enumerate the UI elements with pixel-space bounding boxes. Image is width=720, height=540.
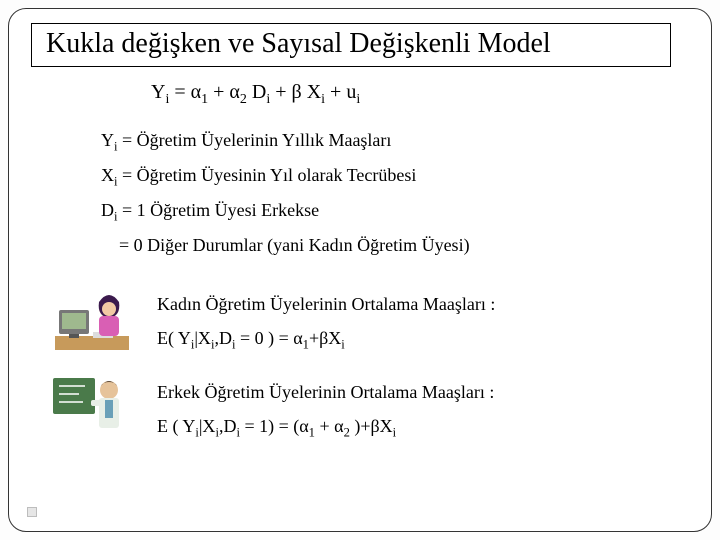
m-m2: ,D: [219, 416, 237, 436]
def-y-sym: Y: [101, 130, 114, 150]
f-cond: = 0 ) = α: [235, 328, 302, 348]
def-d: Di = 1 Öğretim Üyesi Erkekse: [101, 194, 689, 229]
eq-u-sub: i: [356, 92, 360, 107]
eq-x-sub: i: [321, 92, 325, 107]
f-pre: E( Y: [157, 328, 191, 348]
def-d0: = 0 Diğer Durumlar (yani Kadın Öğretim Ü…: [101, 229, 689, 262]
female-expectation: E( Yi|Xi,Di = 0 ) = α1+βXi: [157, 321, 495, 358]
model-equation: Yi = α1 + α2 Di + β Xi + ui: [151, 81, 689, 108]
eq-d-sub: i: [266, 92, 270, 107]
f-plus: +βX: [309, 328, 341, 348]
f-m1: |X: [194, 328, 211, 348]
title-box: Kukla değişken ve Sayısal Değişkenli Mod…: [31, 23, 671, 67]
def-x-text: = Öğretim Üyesinin Yıl olarak Tecrübesi: [118, 165, 417, 185]
eq-d: D: [252, 81, 266, 103]
def-d-text: = 1 Öğretim Üyesi Erkekse: [118, 200, 320, 220]
slide-frame: Kukla değişken ve Sayısal Değişkenli Mod…: [8, 8, 712, 532]
m-p2: )+βX: [350, 416, 393, 436]
def-d-sym: D: [101, 200, 114, 220]
eq-y: Y: [151, 81, 165, 103]
eq-u: u: [346, 81, 356, 103]
eq-a2-sub: 2: [240, 92, 247, 107]
eq-a2: α: [229, 81, 239, 103]
def-x-sym: X: [101, 165, 114, 185]
corner-decor-icon: [27, 507, 37, 517]
eq-x: X: [307, 81, 321, 103]
eq-b: β: [292, 81, 302, 103]
m-cond: = 1) = (α: [240, 416, 309, 436]
eq-a1-sub: 1: [201, 92, 208, 107]
male-expectation: E ( Yi|Xi,Di = 1) = (α1 + α2 )+βXi: [157, 409, 494, 446]
m-p1: + α: [315, 416, 344, 436]
male-text: Erkek Öğretim Üyelerinin Ortalama Maaşla…: [157, 375, 494, 446]
eq-y-sub: i: [165, 92, 169, 107]
def-y-text: = Öğretim Üyelerinin Yıllık Maaşları: [118, 130, 392, 150]
female-section: Kadın Öğretim Üyelerinin Ortalama Maaşla…: [49, 282, 689, 362]
male-heading: Erkek Öğretim Üyelerinin Ortalama Maaşla…: [157, 375, 494, 409]
female-text: Kadın Öğretim Üyelerinin Ortalama Maaşla…: [157, 287, 495, 358]
m-m1: |X: [199, 416, 216, 436]
def-y: Yi = Öğretim Üyelerinin Yıllık Maaşları: [101, 124, 689, 159]
f-s5: i: [341, 337, 345, 351]
m-pre: E ( Y: [157, 416, 195, 436]
female-heading: Kadın Öğretim Üyelerinin Ortalama Maaşla…: [157, 287, 495, 321]
variable-definitions: Yi = Öğretim Üyelerinin Yıllık Maaşları …: [101, 124, 689, 262]
man-board-icon: [49, 370, 135, 450]
woman-computer-icon: [49, 282, 135, 362]
def-x: Xi = Öğretim Üyesinin Yıl olarak Tecrübe…: [101, 159, 689, 194]
eq-a1: α: [191, 81, 201, 103]
f-m2: ,D: [214, 328, 232, 348]
male-section: Erkek Öğretim Üyelerinin Ortalama Maaşla…: [49, 370, 689, 450]
slide-title: Kukla değişken ve Sayısal Değişkenli Mod…: [46, 28, 656, 60]
m-s6: i: [393, 425, 397, 439]
